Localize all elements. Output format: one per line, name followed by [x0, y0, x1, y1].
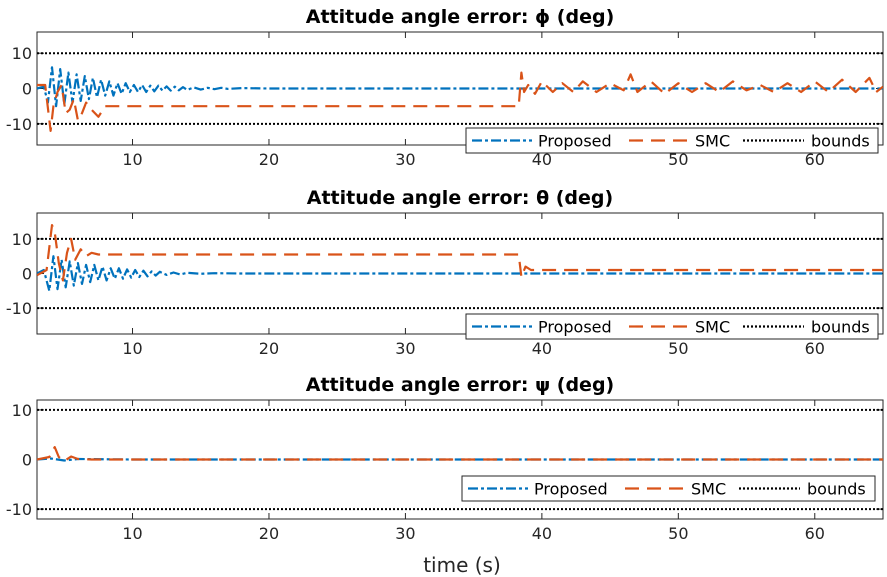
- legend: Proposed SMC bounds: [465, 313, 879, 340]
- x-tick-label: 60: [805, 150, 825, 169]
- y-tick-label: 0: [22, 265, 32, 284]
- subplot-3: Attitude angle error: ψ (deg) 10 20 30 40 50 6…: [6, 374, 884, 543]
- x-tick-label: 60: [805, 524, 825, 543]
- legend-label-smc: SMC: [695, 132, 730, 151]
- legend-label-bounds: bounds: [807, 480, 866, 499]
- y-tick-label: -10: [6, 299, 32, 318]
- y-tick-label: -10: [6, 500, 32, 519]
- subplots: Attitude angle error: ϕ (deg) 10 20 30 40 50 6…: [6, 6, 884, 543]
- series-smc: [37, 446, 883, 463]
- x-tick-label: 10: [122, 524, 142, 543]
- series-proposed: [37, 66, 883, 108]
- legend-label-smc: SMC: [695, 318, 730, 337]
- x-tick-label: 50: [668, 524, 688, 543]
- legend-label-proposed: Proposed: [538, 132, 612, 151]
- y-tick-label: 10: [12, 401, 32, 420]
- x-tick-label: 30: [395, 524, 415, 543]
- x-tick-label: 30: [395, 339, 415, 358]
- x-tick-label: 20: [259, 524, 279, 543]
- y-tick-label: 10: [12, 230, 32, 249]
- x-tick-label: 60: [805, 339, 825, 358]
- subplot-title: Attitude angle error: ψ (deg): [306, 374, 614, 396]
- x-tick-label: 40: [532, 150, 552, 169]
- x-tick-label: 50: [668, 339, 688, 358]
- legend-label-bounds: bounds: [811, 132, 870, 151]
- legend-box: [465, 313, 879, 340]
- y-tick-label: 0: [22, 80, 32, 99]
- x-axis-label: time (s): [423, 553, 501, 577]
- subplot-title: Attitude angle error: θ (deg): [307, 187, 613, 209]
- legend-box: [465, 127, 879, 154]
- legend-label-bounds: bounds: [811, 318, 870, 337]
- plot-area: [37, 408, 883, 511]
- x-tick-label: 20: [259, 150, 279, 169]
- subplot-2: Attitude angle error: θ (deg) 10 20 30 40 50 6…: [6, 187, 884, 358]
- series-smc: [37, 71, 883, 132]
- y-tick-label: -10: [6, 115, 32, 134]
- plot-area: [37, 52, 883, 132]
- x-tick-label: 10: [122, 150, 142, 169]
- plot-area: [37, 224, 883, 310]
- legend: Proposed SMC bounds: [465, 127, 879, 154]
- x-tick-label: 40: [532, 339, 552, 358]
- x-tick-label: 30: [395, 150, 415, 169]
- x-tick-label: 50: [668, 150, 688, 169]
- x-tick-label: 40: [532, 524, 552, 543]
- x-tick-label: 10: [122, 339, 142, 358]
- x-tick-label: 20: [259, 339, 279, 358]
- legend-label-proposed: Proposed: [534, 480, 608, 499]
- legend: Proposed SMC bounds: [461, 475, 876, 502]
- subplot-1: Attitude angle error: ϕ (deg) 10 20 30 40 50 6…: [6, 6, 884, 169]
- series-proposed: [37, 255, 883, 292]
- y-tick-label: 0: [22, 451, 32, 470]
- y-tick-label: 10: [12, 44, 32, 63]
- subplot-title: Attitude angle error: ϕ (deg): [306, 6, 615, 28]
- series-smc: [37, 224, 883, 282]
- legend-label-smc: SMC: [691, 480, 726, 499]
- legend-box: [461, 475, 876, 502]
- legend-label-proposed: Proposed: [538, 318, 612, 337]
